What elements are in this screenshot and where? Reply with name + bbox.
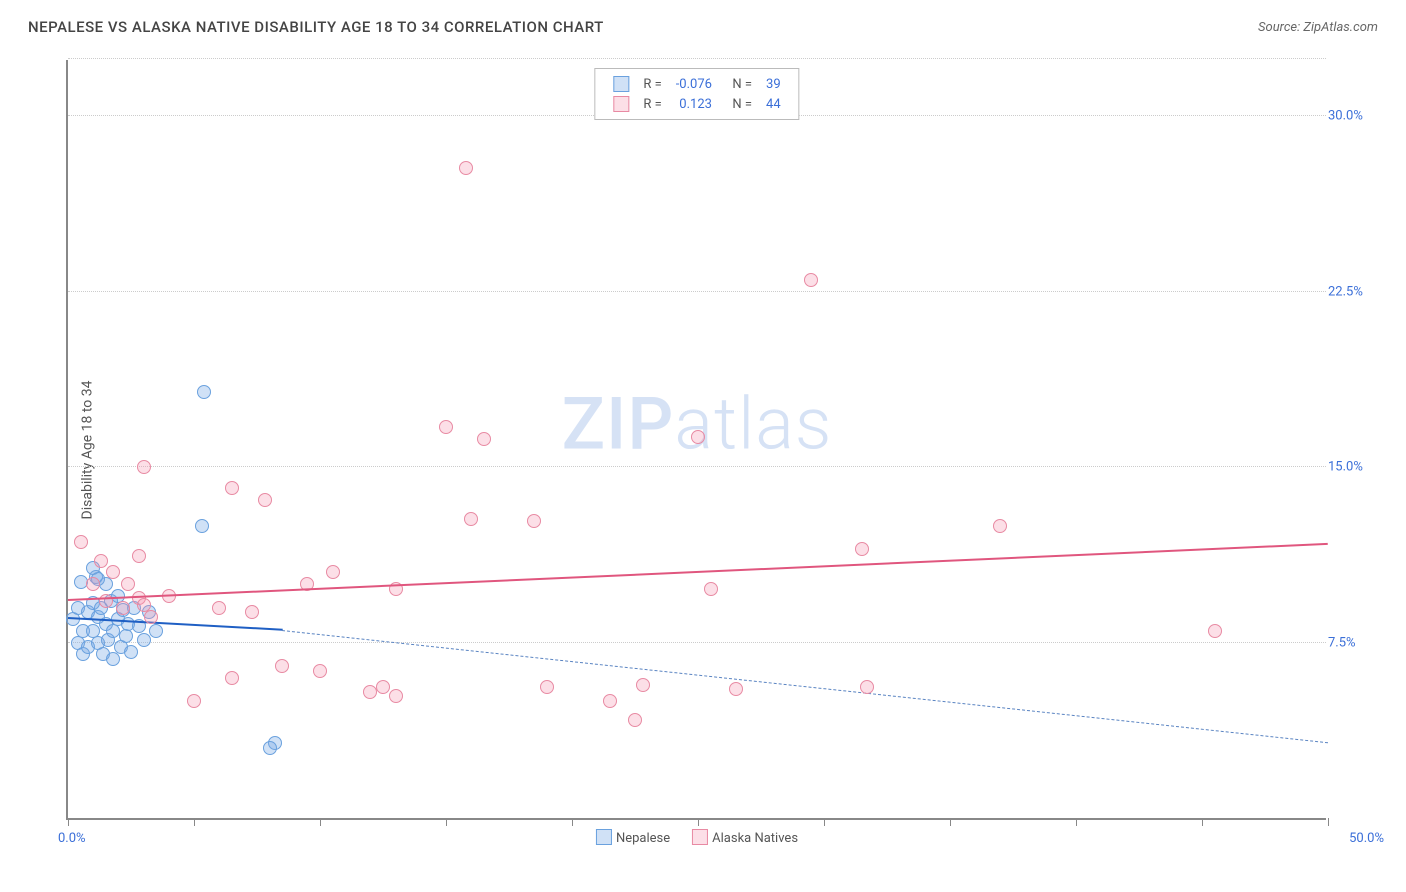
legend-item: Nepalese	[596, 829, 670, 846]
watermark-thin: atlas	[674, 381, 832, 466]
y-tick-label: 7.5%	[1328, 635, 1378, 650]
scatter-point	[628, 713, 642, 727]
scatter-point	[94, 554, 108, 568]
grid-line-h	[68, 291, 1326, 292]
trend-line	[68, 542, 1328, 600]
chart-header: NEPALESE VS ALASKA NATIVE DISABILITY AGE…	[0, 0, 1406, 48]
grid-line-h	[68, 58, 1326, 59]
scatter-point	[187, 694, 201, 708]
scatter-point	[74, 535, 88, 549]
scatter-point	[99, 594, 113, 608]
plot-area: ZIPatlas 7.5%15.0%22.5%30.0%0.0%50.0%R =…	[66, 60, 1326, 820]
x-tick	[1076, 818, 1077, 826]
scatter-point	[993, 519, 1007, 533]
watermark: ZIPatlas	[562, 381, 833, 466]
scatter-point	[636, 678, 650, 692]
x-tick	[1328, 818, 1329, 826]
x-tick	[824, 818, 825, 826]
scatter-point	[313, 664, 327, 678]
scatter-point	[144, 610, 158, 624]
x-tick	[1202, 818, 1203, 826]
scatter-point	[855, 542, 869, 556]
scatter-point	[86, 577, 100, 591]
scatter-point	[729, 682, 743, 696]
x-tick	[194, 818, 195, 826]
grid-line-h	[68, 466, 1326, 467]
scatter-point	[137, 460, 151, 474]
x-tick-label-max: 50.0%	[1349, 831, 1384, 846]
scatter-point	[459, 161, 473, 175]
chart-source: Source: ZipAtlas.com	[1258, 20, 1378, 35]
scatter-point	[464, 512, 478, 526]
scatter-point	[860, 680, 874, 694]
scatter-point	[540, 680, 554, 694]
legend-item: Alaska Natives	[692, 829, 798, 846]
trend-line	[282, 630, 1328, 743]
x-tick-label-min: 0.0%	[58, 831, 86, 846]
scatter-point	[275, 659, 289, 673]
scatter-point	[477, 432, 491, 446]
x-tick	[68, 818, 69, 826]
scatter-point	[116, 601, 130, 615]
scatter-point	[245, 605, 259, 619]
legend-series: Nepalese Alaska Natives	[596, 829, 798, 846]
scatter-point	[527, 514, 541, 528]
scatter-point	[389, 689, 403, 703]
scatter-point	[132, 549, 146, 563]
legend-table: R =-0.076 N =39R =0.123 N =44	[605, 73, 788, 115]
chart-title: NEPALESE VS ALASKA NATIVE DISABILITY AGE…	[28, 18, 604, 36]
scatter-point	[258, 493, 272, 507]
scatter-point	[1208, 624, 1222, 638]
scatter-point	[106, 565, 120, 579]
x-tick	[320, 818, 321, 826]
scatter-point	[439, 420, 453, 434]
y-tick-label: 30.0%	[1328, 109, 1378, 124]
legend-correlation: R =-0.076 N =39R =0.123 N =44	[594, 68, 799, 120]
scatter-point	[603, 694, 617, 708]
y-tick-label: 22.5%	[1328, 284, 1378, 299]
x-tick	[950, 818, 951, 826]
scatter-point	[197, 385, 211, 399]
x-tick	[572, 818, 573, 826]
chart-area: Disability Age 18 to 34 ZIPatlas 7.5%15.…	[28, 50, 1378, 850]
scatter-point	[124, 645, 138, 659]
scatter-point	[225, 481, 239, 495]
y-tick-label: 15.0%	[1328, 460, 1378, 475]
x-tick	[698, 818, 699, 826]
scatter-point	[263, 741, 277, 755]
scatter-point	[691, 430, 705, 444]
scatter-point	[212, 601, 226, 615]
grid-line-h	[68, 642, 1326, 643]
scatter-point	[704, 582, 718, 596]
scatter-point	[376, 680, 390, 694]
scatter-point	[137, 633, 151, 647]
scatter-point	[326, 565, 340, 579]
scatter-point	[225, 671, 239, 685]
x-tick	[446, 818, 447, 826]
scatter-point	[121, 577, 135, 591]
scatter-point	[195, 519, 209, 533]
scatter-point	[137, 598, 151, 612]
scatter-point	[804, 273, 818, 287]
scatter-point	[149, 624, 163, 638]
watermark-bold: ZIP	[562, 381, 675, 466]
